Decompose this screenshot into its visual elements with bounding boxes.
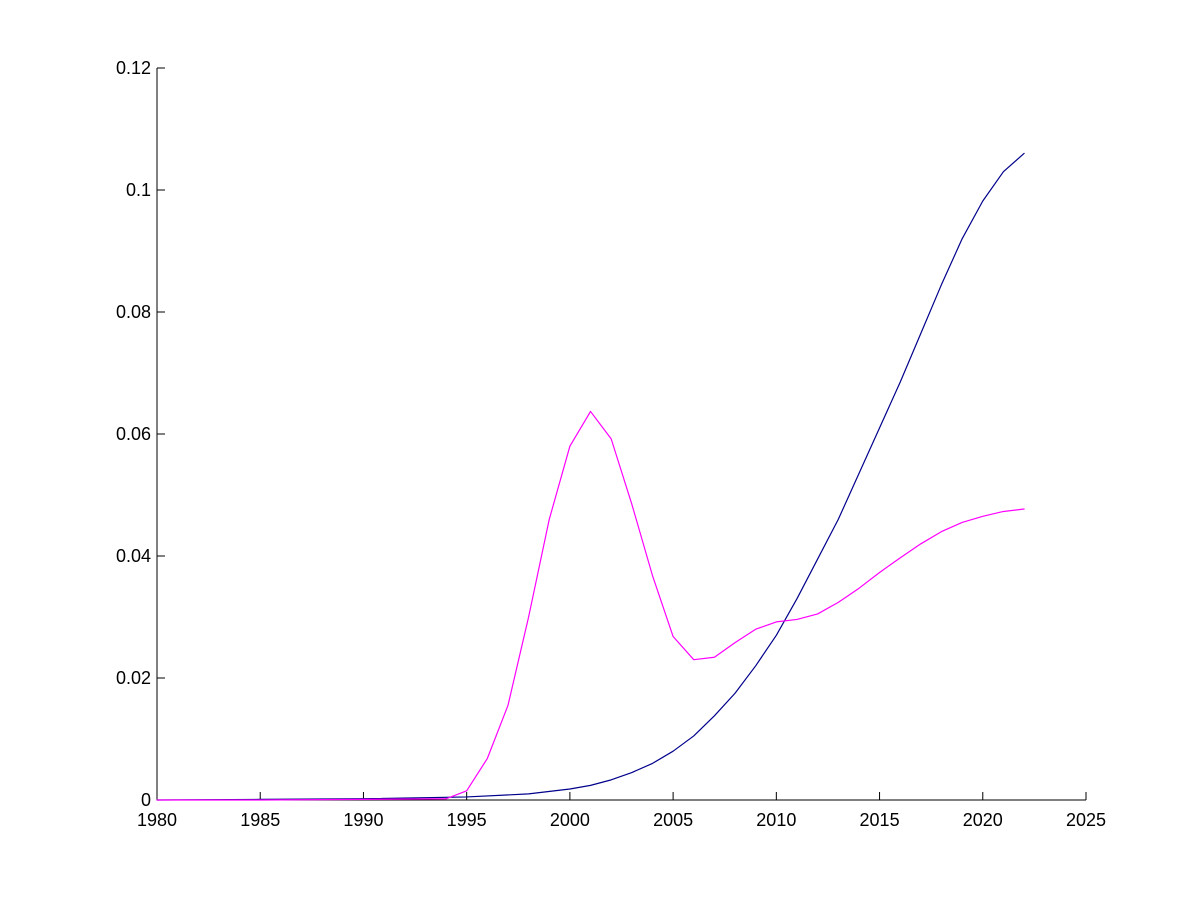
y-tick-label: 0.08 [116,302,151,322]
y-tick-label: 0.02 [116,668,151,688]
x-tick-label: 1980 [137,810,177,830]
series-group [156,152,1025,801]
x-tick-label: 1990 [343,810,383,830]
x-tick-label: 1995 [447,810,487,830]
y-tick-label: 0.04 [116,546,151,566]
series-line-1 [156,152,1025,801]
x-tick-label: 2005 [653,810,693,830]
x-tick-label: 2015 [860,810,900,830]
x-tick-label: 2025 [1066,810,1106,830]
x-tick-label: 2000 [550,810,590,830]
axes: 1980 1985 1990 1995 2000 2005 2010 2015 2020 2025… [116,58,1106,830]
y-tick-label: 0.1 [126,180,151,200]
series-line-2 [156,410,1025,801]
x-tick-label: 2020 [963,810,1003,830]
x-tick-label: 2010 [756,810,796,830]
y-tick-label: 0.06 [116,424,151,444]
y-tick-label: 0.12 [116,58,151,78]
y-tick-label: 0 [141,790,151,810]
x-tick-label: 1985 [240,810,280,830]
